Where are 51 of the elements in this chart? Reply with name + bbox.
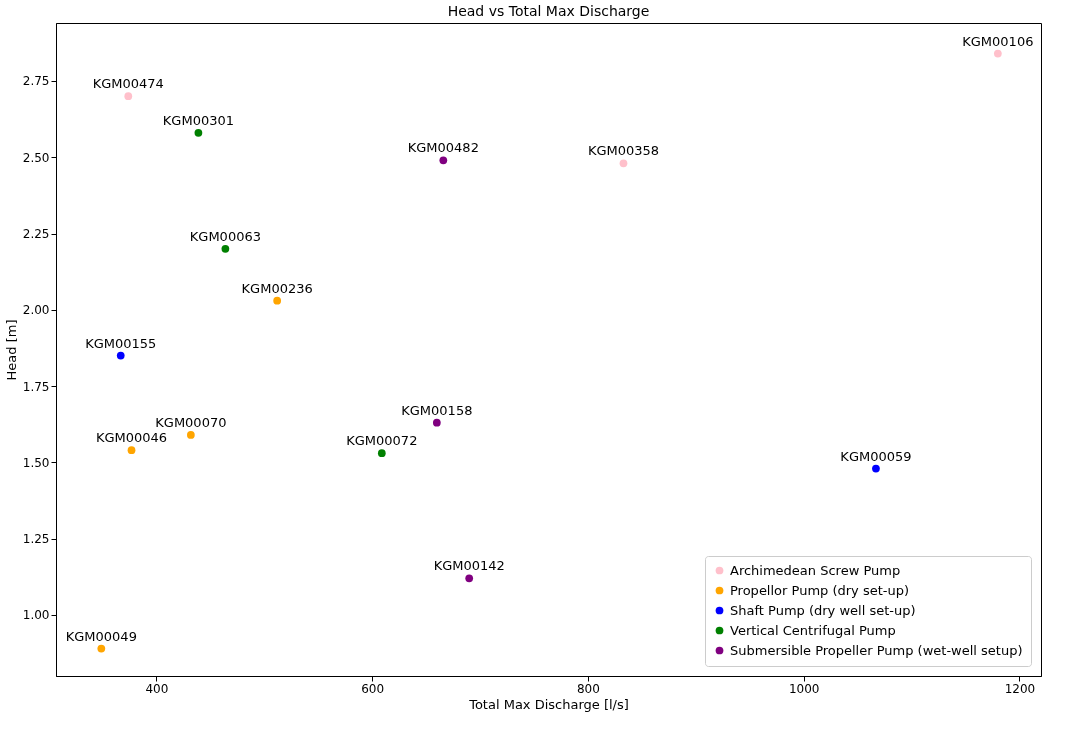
annotation: KGM00474: [92, 76, 164, 92]
point: [377, 449, 386, 458]
x-tick-label: 800: [576, 681, 600, 696]
y-tick-label: 1.00: [22, 608, 50, 623]
annotation: KGM00301: [162, 112, 234, 128]
point: [127, 446, 136, 455]
point: [97, 644, 106, 653]
point: [619, 159, 628, 168]
annotation: KGM00158: [401, 402, 473, 418]
point: [194, 128, 203, 137]
point: [993, 49, 1002, 58]
point: [273, 296, 282, 305]
chart-title: Head vs Total Max Discharge: [447, 3, 650, 19]
annotation: KGM00155: [85, 335, 157, 351]
x-tick-label: 1000: [788, 681, 820, 696]
legend-label: Archimedean Screw Pump: [730, 562, 901, 578]
legend-label: Vertical Centrifugal Pump: [730, 622, 896, 638]
annotation: KGM00106: [962, 33, 1034, 49]
y-tick-label: 1.75: [22, 379, 50, 394]
annotation: KGM00046: [95, 430, 168, 446]
annotation: KGM00072: [346, 433, 418, 449]
point: [465, 574, 474, 583]
y-tick-label: 1.50: [22, 455, 50, 470]
annotation: KGM00049: [65, 628, 137, 644]
x-tick-label: 600: [361, 681, 385, 696]
legend-label: Shaft Pump (dry well set-up): [730, 602, 916, 618]
point: [872, 464, 880, 473]
point: [186, 431, 195, 439]
point: [439, 156, 448, 165]
x-tick-label: 400: [145, 681, 169, 696]
y-axis-title: Head [m]: [3, 319, 19, 381]
annotation: KGM00142: [433, 558, 505, 574]
annotation: KGM00070: [155, 414, 227, 430]
point: [221, 244, 230, 253]
point: [432, 418, 441, 427]
x-axis-title: Total Max Discharge [l/s]: [468, 696, 629, 712]
point: [124, 92, 133, 101]
annotation: KGM00358: [587, 143, 660, 159]
annotation: KGM00059: [840, 448, 912, 464]
legend-label: Propellor Pump (dry set-up): [730, 582, 910, 598]
point: [116, 351, 125, 360]
annotation: KGM00482: [407, 140, 479, 156]
y-tick-label: 2.25: [22, 227, 50, 242]
legend-label: Submersible Propeller Pump (wet-well setup): [730, 642, 1023, 658]
y-tick-label: 2.00: [22, 303, 50, 318]
x-tick-label: 1200: [1004, 681, 1036, 696]
y-tick-label: 2.50: [22, 150, 50, 165]
y-tick-label: 1.25: [22, 532, 50, 547]
annotation: KGM00236: [241, 280, 313, 296]
annotation: KGM00063: [189, 228, 261, 244]
y-tick-label: 2.75: [22, 74, 50, 89]
